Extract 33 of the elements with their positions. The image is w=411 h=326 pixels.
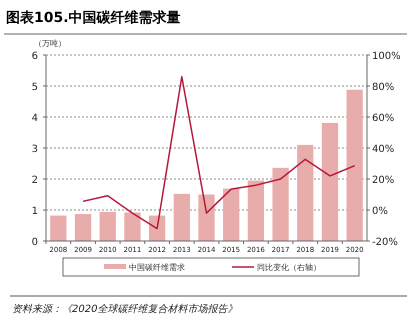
y2-tick-label: -20% [372,237,398,248]
bar [148,216,166,241]
bar [124,212,141,241]
y-tick-label: 5 [32,82,38,93]
y-tick-label: 1 [32,206,38,217]
bar [174,194,190,241]
y2-tick-label: 40% [372,144,394,155]
legend-label: 中国碳纤维需求 [129,263,185,272]
bar [322,122,338,241]
bar [74,214,92,241]
y-tick-label: 2 [32,175,38,186]
y2-tick-label: 60% [372,113,394,124]
bar [50,216,66,241]
y2-tick-label: 20% [372,175,394,186]
bar [272,168,289,241]
y-tick-label: 0 [32,237,38,248]
y-axis-title: （万吨） [34,39,66,48]
y2-tick-label: 0% [372,206,388,217]
line-series [82,76,356,230]
legend-label: 同比变化（右轴） [257,263,321,272]
bar [297,144,314,241]
bar [223,188,240,241]
bar [346,90,363,241]
bar [100,212,116,241]
y-tick-label: 4 [32,113,38,124]
bar [248,180,264,241]
bar [198,194,215,241]
y-tick-label: 6 [32,51,38,62]
y-tick-label: 3 [32,144,38,155]
y2-tick-label: 100% [372,51,401,62]
chart-title: 图表105.中国碳纤维需求量 [6,9,181,26]
y2-tick-label: 80% [372,82,394,93]
text: 资料来源：《2020全球碳纤维复合材料市场报告》 [12,303,238,315]
